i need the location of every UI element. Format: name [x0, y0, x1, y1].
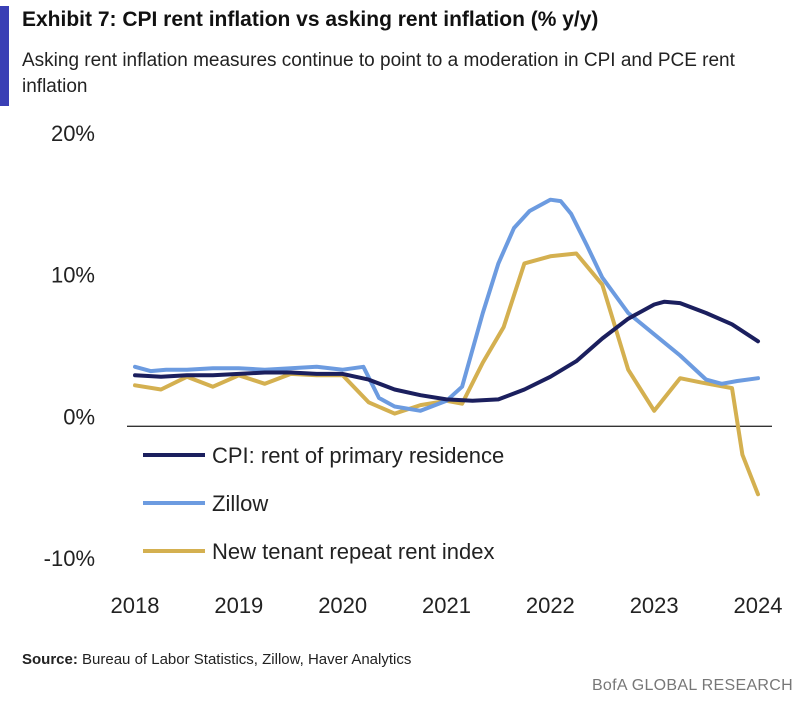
x-tick-label: 2023	[630, 593, 679, 618]
title-accent-bar	[0, 6, 9, 106]
x-tick-label: 2018	[111, 593, 160, 618]
source-text: Bureau of Labor Statistics, Zillow, Have…	[77, 651, 412, 668]
y-tick-label: 10%	[51, 263, 95, 288]
legend-label: Zillow	[212, 491, 268, 516]
y-tick-label: 0%	[63, 404, 95, 429]
series-line-cpi-rent	[133, 299, 760, 403]
x-tick-label: 2019	[214, 593, 263, 618]
source-label: Source:	[22, 651, 78, 668]
series-lines	[133, 197, 760, 497]
series-line-new-tenant-repeat-rent	[133, 251, 760, 497]
chart-title: Exhibit 7: CPI rent inflation vs asking …	[22, 8, 599, 31]
legend-label: CPI: rent of primary residence	[212, 443, 504, 468]
x-tick-label: 2024	[734, 593, 783, 618]
legend-label: New tenant repeat rent index	[212, 539, 495, 564]
y-tick-label: -10%	[44, 546, 95, 571]
source-note: Source: Bureau of Labor Statistics, Zill…	[22, 651, 411, 668]
chart-subtitle: Asking rent inflation measures continue …	[22, 50, 735, 97]
brand-label: BofA GLOBAL RESEARCH	[591, 677, 793, 694]
x-axis-tick-labels: 2018 2019 2020 2021 2022 2023 2024	[111, 593, 783, 618]
y-axis-tick-labels: 20% 10% 0% -10%	[44, 121, 95, 571]
x-tick-label: 2021	[422, 593, 471, 618]
x-tick-label: 2020	[318, 593, 367, 618]
y-tick-label: 20%	[51, 121, 95, 146]
series-line-zillow	[133, 197, 760, 413]
x-tick-label: 2022	[526, 593, 575, 618]
legend: CPI: rent of primary residence Zillow New …	[143, 443, 504, 564]
